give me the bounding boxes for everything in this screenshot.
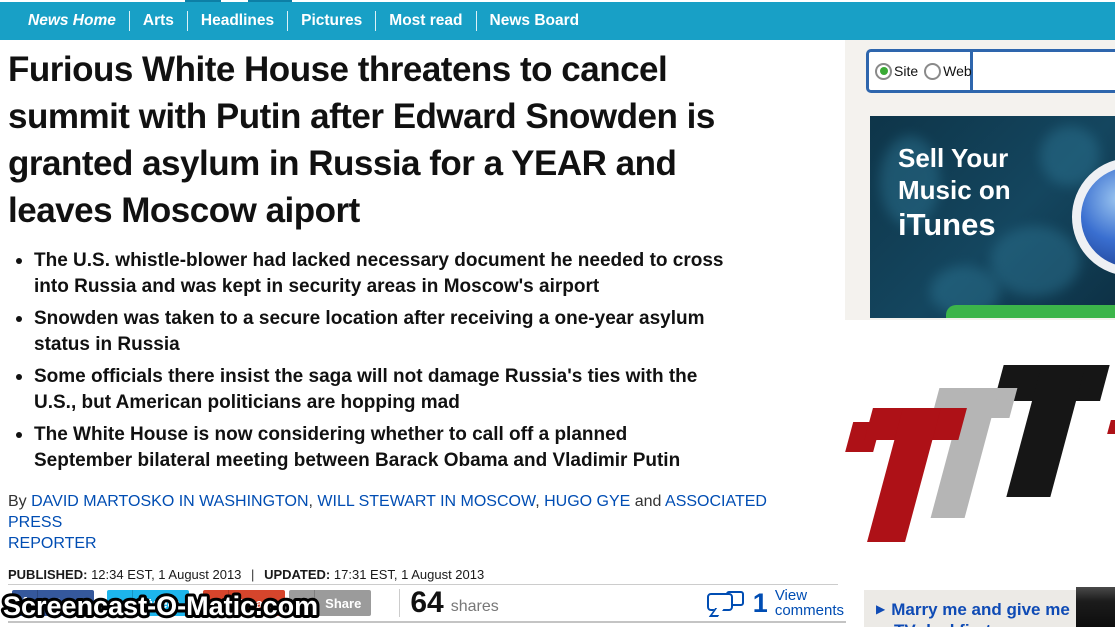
watermark-text: Screencast-O-Matic.com <box>3 591 318 621</box>
plus-icon: + <box>297 594 307 612</box>
byline-prefix: By <box>8 493 32 510</box>
generic-share-button[interactable]: + Share <box>289 590 372 616</box>
nav-item-news-board[interactable]: News Board <box>489 12 580 29</box>
related-story-link[interactable]: ▶ Marry me and give me TV deal first <box>864 590 1115 627</box>
byline-separator: , <box>535 493 545 510</box>
facebook-share-button[interactable]: f Share <box>12 590 95 616</box>
byline-author-link[interactable]: HUGO GYE <box>544 493 631 510</box>
nav-divider <box>475 11 477 31</box>
bullet-text: The U.S. whistle-blower had lacked neces… <box>34 250 724 271</box>
arrow-icon: ▶ <box>876 602 886 616</box>
related-story-text2: TV deal first <box>894 621 991 627</box>
published-value: 12:34 EST, 1 August 2013 <box>91 567 242 582</box>
updated-label: UPDATED: <box>264 567 331 582</box>
top-tab-remnant <box>248 0 292 3</box>
view-comments-line2: comments <box>774 602 844 619</box>
nav-divider <box>128 11 130 31</box>
bullet-item: Some officials there insist the saga wil… <box>8 364 820 416</box>
byline-author-link[interactable]: DAVID MARTOSKO IN WASHINGTON <box>31 493 309 510</box>
updated-value: 17:31 EST, 1 August 2013 <box>333 567 485 582</box>
share-count: 64 <box>410 586 444 619</box>
ad-line2: Music on <box>898 175 1011 205</box>
meta-separator: | <box>251 567 255 582</box>
facebook-share-label: Share <box>37 590 94 616</box>
twitter-share-button[interactable]: t Tweet <box>107 590 190 616</box>
googleplus-share-label: Share <box>228 590 285 616</box>
logo-letter-t-red <box>837 408 967 542</box>
nav-item-arts[interactable]: Arts <box>142 12 174 29</box>
googleplus-icon: g+ <box>206 594 225 612</box>
itunes-ad-banner[interactable]: Sell Your Music on iTunes <box>870 116 1115 318</box>
view-comments-label: View comments <box>775 588 844 618</box>
twitter-icon: t <box>117 594 123 612</box>
bullet-item: Snowden was taken to a secure location a… <box>8 306 820 358</box>
related-story-line2: TV deal first <box>894 620 1105 627</box>
nav-divider <box>287 11 289 31</box>
view-comments-line1: View <box>774 587 808 604</box>
site-radio[interactable] <box>875 62 892 80</box>
headline-line: leaves Moscow aiport <box>8 191 360 230</box>
comment-bubble-icon <box>706 591 745 617</box>
screencast-watermark: Screencast-O-Matic.com <box>0 588 321 624</box>
related-story-thumbnail[interactable] <box>1076 587 1115 627</box>
bullet-item: The U.S. whistle-blower had lacked neces… <box>8 248 820 300</box>
ad-green-button <box>946 305 1115 318</box>
headline-line: granted asylum in Russia for a YEAR and <box>8 144 677 183</box>
view-comments-link[interactable]: 1 View comments <box>706 587 846 619</box>
nav-item-pictures[interactable]: Pictures <box>301 12 363 29</box>
comment-count: 1 <box>752 587 768 618</box>
article-headline: Furious White House threatens to cancel … <box>8 46 846 234</box>
nav-item-news-home[interactable]: News Home <box>28 12 116 29</box>
ad-line3: iTunes <box>898 207 996 242</box>
byline-separator: , <box>308 493 318 510</box>
bullet-text: September bilateral meeting between Bara… <box>34 450 681 471</box>
googleplus-share-button[interactable]: g+ Share <box>203 590 286 616</box>
headline-line: Furious White House threatens to cancel <box>8 50 668 89</box>
site-radio-label: Site <box>894 63 919 79</box>
ttt-logo-area <box>838 320 1115 588</box>
ad-texture <box>990 226 1080 296</box>
bullet-text: status in Russia <box>34 334 180 355</box>
nav-divider <box>375 11 377 31</box>
top-navbar: News Home Arts Headlines Pictures Most r… <box>0 2 1115 40</box>
bullet-text: U.S., but American politicians are hoppi… <box>34 392 460 413</box>
bullet-text: Some officials there insist the saga wil… <box>34 366 698 387</box>
article: Furious White House threatens to cancel … <box>8 46 846 582</box>
bullet-text: The White House is now considering wheth… <box>34 424 628 445</box>
share-bar: f Share t Tweet g+ Share + Share 64 shar… <box>8 584 846 623</box>
share-count-suffix: shares <box>450 598 499 615</box>
related-story-text1: Marry me and give me <box>891 600 1070 619</box>
search-scope-options: Site Web <box>869 52 973 90</box>
publish-meta: PUBLISHED: 12:34 EST, 1 August 2013 | UP… <box>8 567 846 582</box>
headline-line: summit with Putin after Edward Snowden i… <box>8 97 715 136</box>
nav-item-headlines[interactable]: Headlines <box>200 12 275 29</box>
web-radio[interactable] <box>924 62 942 80</box>
ad-line1: Sell Your <box>898 143 1009 173</box>
top-tab-remnant <box>185 0 221 3</box>
published-label: PUBLISHED: <box>8 567 88 582</box>
byline-author-link[interactable]: REPORTER <box>8 535 97 552</box>
bullet-text: Snowden was taken to a secure location a… <box>34 308 705 329</box>
ad-texture <box>880 136 940 226</box>
article-bullet-list: The U.S. whistle-blower had lacked neces… <box>8 248 820 474</box>
search-input[interactable] <box>973 52 1115 90</box>
byline: By DAVID MARTOSKO IN WASHINGTON, WILL ST… <box>8 491 788 554</box>
byline-separator: and <box>630 493 666 510</box>
ad-text: Sell Your Music on iTunes <box>898 142 1011 244</box>
nav-item-most-read[interactable]: Most read <box>389 12 463 29</box>
byline-author-link[interactable]: WILL STEWART IN MOSCOW <box>317 493 536 510</box>
web-radio-label: Web <box>943 63 972 79</box>
facebook-icon: f <box>22 594 27 612</box>
search-box: Site Web <box>866 49 1115 93</box>
generic-share-label: Share <box>314 590 371 616</box>
related-story-line1: ▶ Marry me and give me <box>876 599 1105 620</box>
share-count-divider <box>399 589 401 617</box>
twitter-share-label: Tweet <box>132 590 189 616</box>
bullet-item: The White House is now considering wheth… <box>8 422 820 474</box>
nav-divider <box>186 11 188 31</box>
bullet-text: into Russia and was kept in security are… <box>34 276 600 297</box>
byline-author-link[interactable]: ASSOCIATED PRESS <box>8 493 767 531</box>
